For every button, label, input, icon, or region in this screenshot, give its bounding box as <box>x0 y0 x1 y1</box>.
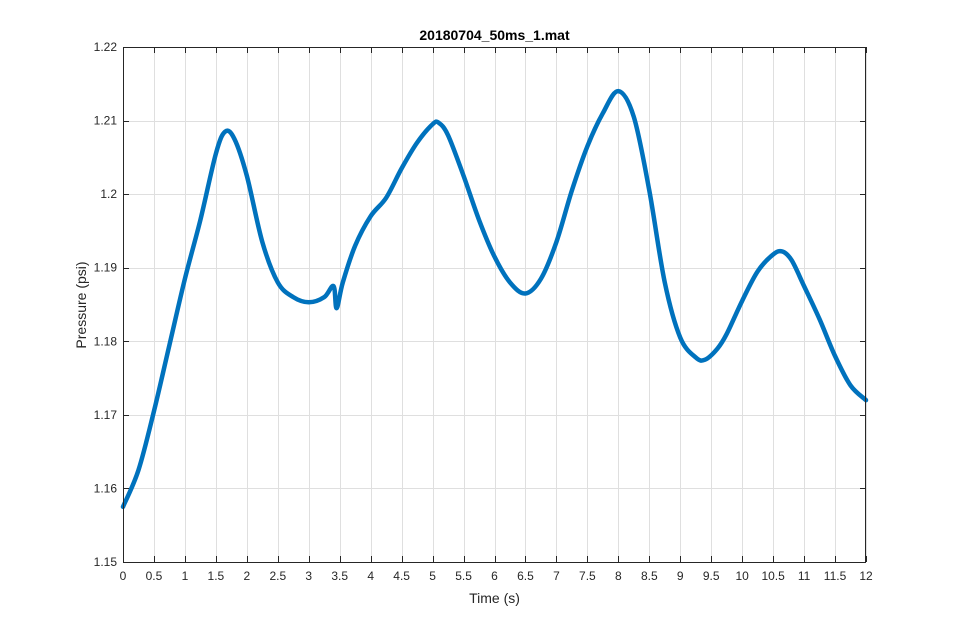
data-point <box>663 281 666 284</box>
data-point <box>400 167 403 170</box>
data-point <box>369 215 372 218</box>
data-point <box>168 343 171 347</box>
y-tick-label: 1.17 <box>94 408 118 422</box>
data-point <box>493 255 496 258</box>
data-point <box>233 137 236 141</box>
x-tick-label: 2.5 <box>269 569 286 583</box>
data-point <box>152 409 156 413</box>
data-point <box>341 281 344 284</box>
data-point <box>586 145 589 148</box>
data-point <box>802 284 806 288</box>
data-point <box>353 244 357 247</box>
chart-title: 20180704_50ms_1.mat <box>419 27 570 43</box>
data-point <box>849 384 852 387</box>
x-tick-label: 6.5 <box>517 569 534 583</box>
x-tick-label: 7 <box>553 569 560 583</box>
data-point <box>740 299 744 303</box>
data-point <box>431 123 434 126</box>
data-point <box>384 196 388 200</box>
x-tick-label: 9.5 <box>703 569 720 583</box>
data-point <box>415 141 419 144</box>
x-tick-label: 8.5 <box>641 569 658 583</box>
data-point <box>508 281 512 284</box>
x-tick-label: 1 <box>182 569 189 583</box>
data-point <box>632 115 636 119</box>
data-point <box>446 134 450 137</box>
data-point <box>539 277 543 280</box>
data-point <box>437 121 440 124</box>
x-tick-label: 3 <box>305 569 312 583</box>
data-point <box>335 306 338 310</box>
x-tick-label: 0.5 <box>146 569 163 583</box>
axes-box <box>123 47 866 563</box>
x-tick-label: 11 <box>798 569 811 583</box>
data-point <box>818 318 821 321</box>
data-point <box>679 336 682 339</box>
x-tick-label: 4.5 <box>393 569 410 583</box>
x-tick-label: 9 <box>677 569 684 583</box>
data-point <box>781 250 784 253</box>
data-point <box>790 259 793 262</box>
y-tick-label: 1.22 <box>94 40 118 54</box>
x-tick-label: 7.5 <box>579 569 596 583</box>
data-point <box>276 281 279 284</box>
plot-area <box>123 47 866 562</box>
data-point <box>137 468 140 472</box>
y-tick-label: 1.2 <box>100 187 117 201</box>
x-tick-label: 8 <box>615 569 622 583</box>
data-point <box>756 270 759 273</box>
x-tick-label: 0 <box>120 569 127 583</box>
data-point <box>648 189 651 192</box>
y-axis-label: Pressure (psi) <box>73 261 89 348</box>
data-point <box>214 152 218 155</box>
ticks: 0 0.5 1 1.5 2 2.5 3 3.5 4 4.5 5 5.5 6 6.5 7 7.5 8 8.5 9 9.5… <box>94 40 873 583</box>
y-tick-label: 1.16 <box>94 481 118 495</box>
x-tick-label: 10 <box>735 569 749 583</box>
data-point <box>716 347 719 350</box>
data-point <box>833 354 837 358</box>
x-tick-label: 5 <box>429 569 436 583</box>
data-point <box>462 174 465 177</box>
x-tick-label: 4 <box>367 569 374 583</box>
data-point <box>199 218 202 222</box>
data-point <box>477 218 481 222</box>
x-tick-label: 10.5 <box>761 569 785 583</box>
data-point <box>332 284 335 288</box>
data-point <box>570 189 574 192</box>
x-tick-label: 2 <box>243 569 250 583</box>
data-point <box>617 89 620 93</box>
x-tick-label: 6 <box>491 569 498 583</box>
data-point <box>771 253 775 256</box>
y-tick-label: 1.18 <box>94 334 118 348</box>
data-point <box>245 174 249 177</box>
data-point <box>703 358 707 361</box>
data-point <box>292 295 295 299</box>
data-point <box>223 130 227 133</box>
series-layer <box>120 88 869 510</box>
x-tick-label: 1.5 <box>208 569 225 583</box>
y-tick-label: 1.15 <box>94 555 118 569</box>
x-tick-label: 5.5 <box>455 569 472 583</box>
x-tick-label: 11.5 <box>824 569 847 583</box>
data-point <box>725 332 728 336</box>
data-point <box>555 240 558 244</box>
data-point <box>261 240 264 244</box>
data-point <box>323 295 326 299</box>
x-tick-label: 3.5 <box>331 569 348 583</box>
data-point <box>601 112 605 115</box>
x-axis-label: Time (s) <box>469 590 520 606</box>
y-tick-label: 1.21 <box>94 114 118 128</box>
data-point <box>183 277 187 280</box>
data-point <box>694 356 697 359</box>
data-point <box>307 301 310 304</box>
x-tick-label: 12 <box>859 569 873 583</box>
y-tick-label: 1.19 <box>94 261 118 275</box>
data-point <box>524 292 527 295</box>
